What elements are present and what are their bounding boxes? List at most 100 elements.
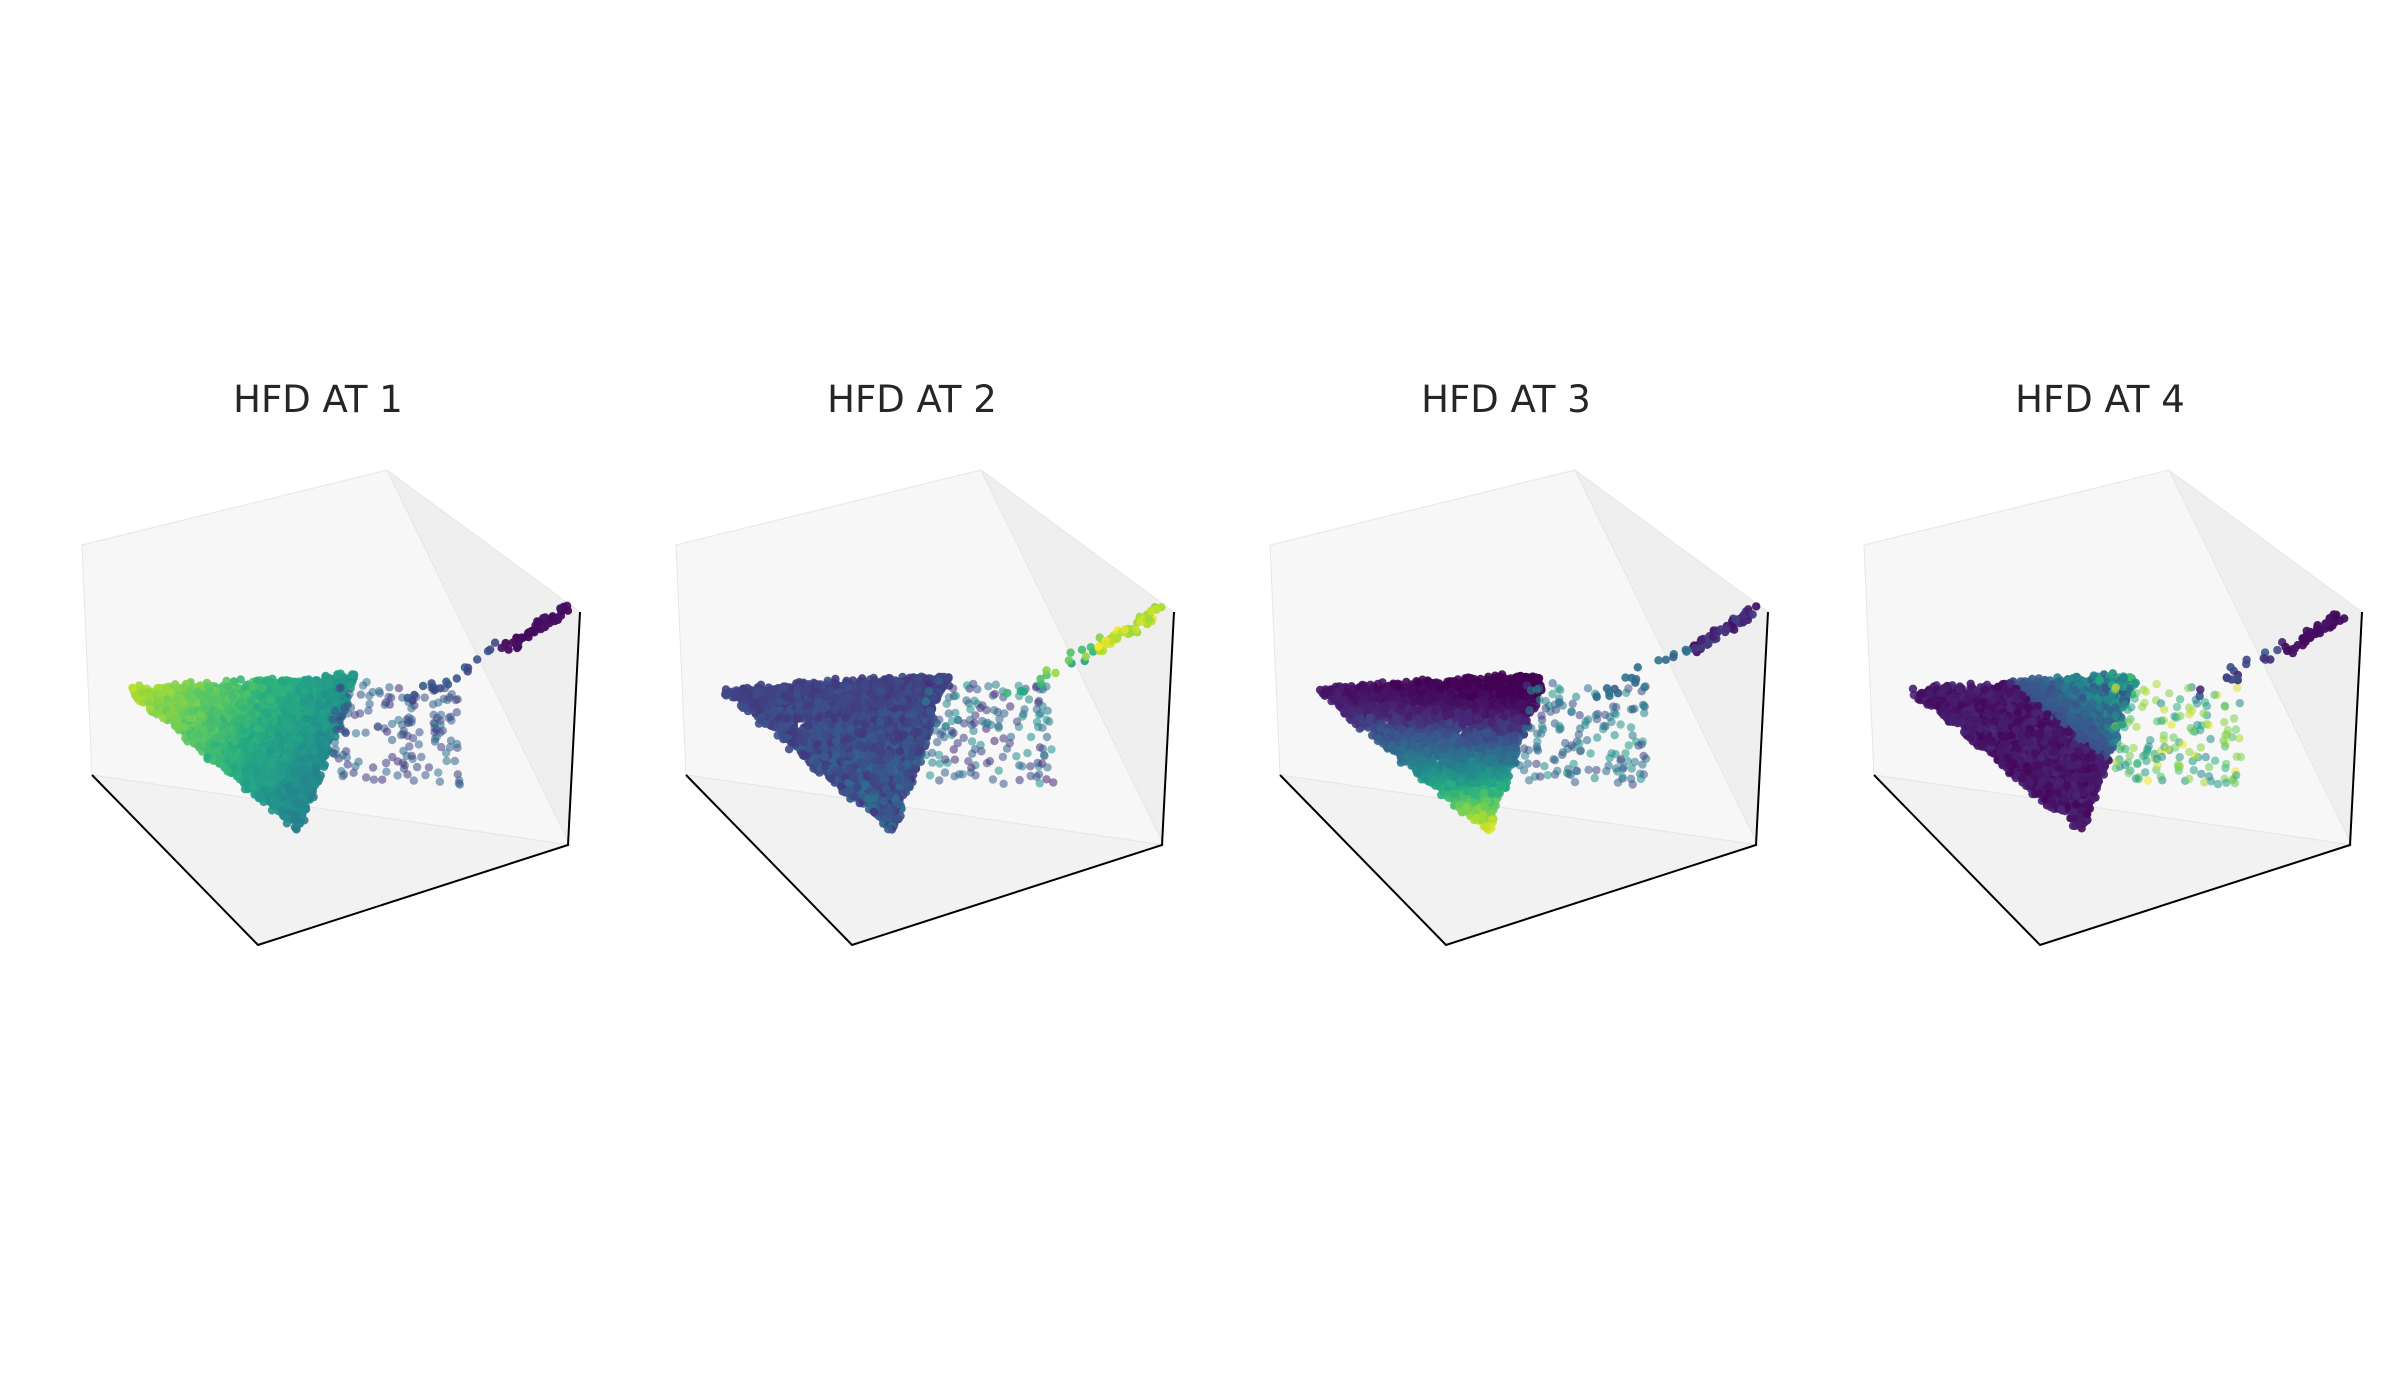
- data-point: [385, 683, 394, 692]
- data-point: [159, 713, 168, 723]
- data-point: [232, 724, 242, 733]
- data-point: [240, 777, 250, 787]
- data-point: [435, 777, 445, 786]
- data-point: [311, 779, 320, 789]
- data-point: [194, 741, 203, 750]
- data-point: [312, 755, 322, 764]
- data-point: [369, 775, 379, 784]
- data-point: [387, 693, 396, 702]
- data-point: [280, 754, 289, 763]
- data-point: [349, 768, 358, 777]
- data-point: [381, 758, 391, 768]
- panel-1: HFD AT 1: [81, 378, 581, 947]
- data-point: [365, 699, 374, 709]
- data-point: [228, 693, 237, 702]
- data-point: [145, 704, 155, 714]
- data-point: [524, 633, 533, 642]
- data-point: [241, 737, 250, 746]
- data-point: [430, 719, 439, 729]
- data-point: [412, 762, 422, 772]
- data-point: [219, 741, 229, 750]
- data-point: [540, 622, 550, 632]
- data-point: [131, 691, 141, 701]
- data-point: [274, 730, 283, 739]
- data-point: [354, 757, 363, 766]
- panel-title: HFD AT 1: [233, 378, 403, 421]
- data-point: [251, 742, 260, 752]
- data-point: [201, 704, 210, 713]
- data-point: [405, 742, 414, 751]
- data-point: [434, 698, 443, 707]
- data-point: [262, 766, 272, 775]
- data-point: [490, 638, 500, 647]
- data-point: [436, 710, 446, 719]
- data-point: [424, 763, 434, 772]
- data-point: [328, 715, 337, 724]
- data-point: [174, 704, 183, 714]
- data-point: [378, 775, 387, 784]
- data-point: [414, 740, 423, 749]
- data-point: [855, 798, 864, 808]
- data-point: [205, 688, 214, 697]
- data-point: [455, 780, 465, 789]
- data-point: [394, 684, 404, 693]
- data-point: [341, 728, 350, 738]
- axis-lines: [91, 611, 581, 947]
- data-point: [223, 682, 232, 692]
- data-point: [347, 671, 356, 681]
- data-point: [291, 693, 300, 702]
- data-point: [269, 702, 278, 711]
- scatter-points: [128, 601, 573, 834]
- data-point: [504, 645, 513, 654]
- data-point: [445, 743, 455, 752]
- data-point: [226, 751, 236, 760]
- data-point: [312, 767, 321, 777]
- data-point: [224, 705, 233, 714]
- data-point: [273, 745, 282, 754]
- data-point: [251, 690, 261, 699]
- data-point: [375, 689, 385, 698]
- data-point: [403, 770, 412, 779]
- data-point: [358, 681, 368, 690]
- data-point: [188, 731, 198, 740]
- panel-2: HFD AT 2: [675, 378, 1175, 947]
- data-point: [285, 788, 295, 797]
- data-point: [450, 756, 460, 766]
- data-point: [356, 690, 366, 699]
- data-point: [388, 752, 397, 762]
- data-point: [486, 645, 495, 654]
- data-point: [436, 684, 445, 693]
- data-point: [343, 760, 352, 769]
- data-point: [187, 707, 197, 716]
- data-point: [373, 722, 383, 731]
- data-point: [316, 737, 325, 746]
- data-point: [300, 763, 309, 772]
- data-point: [281, 812, 291, 822]
- data-point: [300, 687, 309, 696]
- data-point: [166, 709, 175, 718]
- data-point: [497, 643, 506, 653]
- data-point: [418, 681, 428, 691]
- data-point: [944, 673, 953, 682]
- data-point: [343, 709, 353, 718]
- data-point: [442, 756, 451, 766]
- data-point: [291, 778, 300, 788]
- data-point: [242, 690, 252, 699]
- data-point: [382, 727, 392, 736]
- data-point: [248, 783, 257, 792]
- data-point: [304, 700, 314, 709]
- data-point: [325, 680, 334, 689]
- data-point: [203, 753, 212, 762]
- data-point: [188, 694, 197, 703]
- data-point: [415, 728, 424, 737]
- data-point: [417, 752, 426, 762]
- data-point: [292, 825, 301, 834]
- data-point: [128, 683, 137, 693]
- data-point: [550, 616, 559, 626]
- data-point: [403, 718, 413, 728]
- data-point: [242, 719, 251, 729]
- data-point: [463, 667, 472, 676]
- data-point: [332, 725, 341, 734]
- data-point: [172, 695, 182, 705]
